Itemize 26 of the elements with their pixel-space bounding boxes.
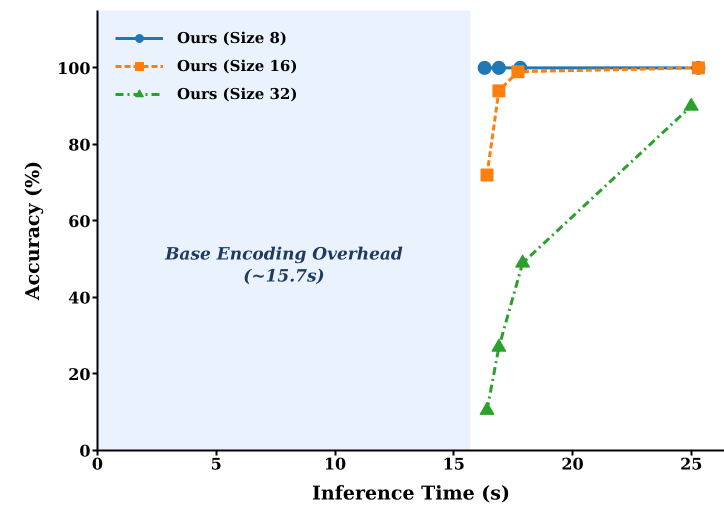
x-tick-label: 5 xyxy=(210,454,222,474)
point xyxy=(492,84,506,98)
point xyxy=(478,60,492,75)
legend-label: Ours (Size 8) xyxy=(177,29,287,47)
y-tick-label: 0 xyxy=(79,442,91,460)
y-tick-label: 100 xyxy=(57,58,91,78)
x-tick-label: 25 xyxy=(680,454,702,474)
point xyxy=(511,65,524,78)
point xyxy=(492,60,506,75)
legend-label: Ours (Size 32) xyxy=(177,85,298,103)
point xyxy=(480,168,494,182)
x-tick-label: 0 xyxy=(92,454,104,474)
y-axis-title: Accuracy (%) xyxy=(22,160,44,302)
band-label: Base Encoding Overhead (~15.7s) xyxy=(164,244,403,287)
point xyxy=(515,254,530,268)
legend-label: Ours (Size 16) xyxy=(177,57,298,75)
point xyxy=(480,402,494,415)
y-tick-label: 40 xyxy=(68,288,90,308)
x-tick-label: 20 xyxy=(561,454,584,474)
point xyxy=(491,338,506,352)
y-tick-label: 20 xyxy=(68,364,90,384)
y-tick-label: 80 xyxy=(68,135,90,154)
x-tick-label: 10 xyxy=(324,454,346,474)
x-tick-label: 15 xyxy=(442,454,465,474)
y-tick-label: 60 xyxy=(68,212,90,231)
x-axis-title: Inference Time (s) xyxy=(312,482,510,504)
